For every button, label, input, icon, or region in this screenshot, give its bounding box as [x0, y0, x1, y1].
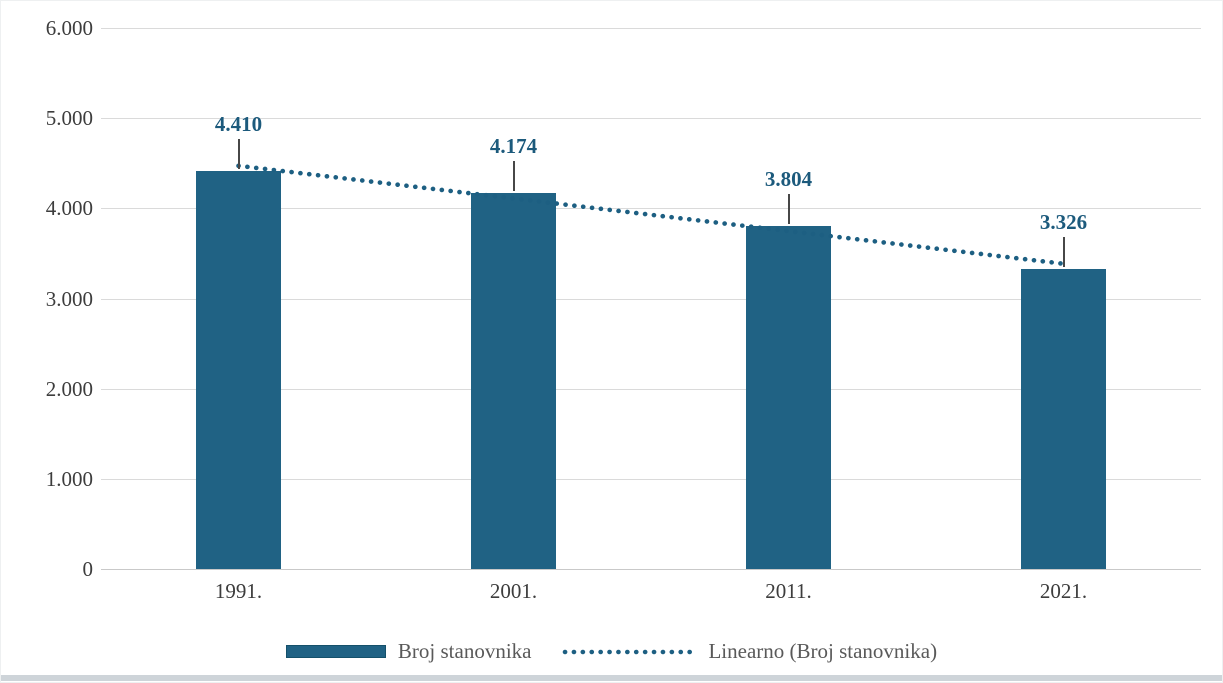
legend: Broj stanovnika Linearno (Broj stanovnik… — [1, 639, 1222, 664]
y-axis-tick-label: 5.000 — [45, 106, 93, 131]
bottom-edge-strip — [1, 675, 1222, 681]
y-axis-tick-label: 6.000 — [45, 16, 93, 40]
bar-2021 — [1021, 269, 1106, 569]
bar-value-label: 4.410 — [214, 112, 263, 137]
bar-2001 — [471, 192, 556, 569]
x-axis-category-label: 2021. — [1039, 579, 1088, 603]
y-axis-tick-label: 0 — [82, 557, 94, 581]
data-label-leader-line — [787, 194, 790, 224]
y-axis-tick-label: 4.000 — [45, 196, 93, 221]
bar-value-label: 4.174 — [489, 133, 538, 158]
x-axis-category-label: 2011. — [765, 579, 812, 603]
gridline — [101, 478, 1201, 480]
y-axis-tick-label: 2.000 — [45, 376, 93, 401]
legend-label-linearno: Linearno (Broj stanovnika) — [708, 639, 938, 663]
legend-label-broj-stanovnika: Broj stanovnika — [397, 639, 532, 663]
legend-bar-swatch — [285, 645, 386, 658]
bar-value-label: 3.326 — [1039, 210, 1088, 235]
legend-trendline-swatch — [563, 649, 695, 654]
gridline — [101, 118, 1201, 120]
data-label-leader-line — [237, 139, 240, 170]
y-axis-tick-label: 3.000 — [45, 286, 93, 311]
gridline — [101, 388, 1201, 390]
bar-2011 — [746, 226, 831, 569]
data-label-leader-line — [512, 160, 515, 191]
x-axis-line — [101, 569, 1201, 570]
y-axis-tick-label: 1.000 — [45, 466, 93, 491]
x-axis-category-label: 1991. — [214, 579, 263, 603]
legend-entry-linearno: Linearno (Broj stanovnika) — [561, 639, 937, 664]
x-axis-category-label: 2001. — [489, 579, 538, 603]
data-label-leader-line — [1062, 237, 1065, 268]
bar-1991 — [196, 171, 281, 569]
gridline — [101, 28, 1201, 29]
bar-value-label: 3.804 — [764, 167, 813, 191]
gridline — [101, 298, 1201, 300]
legend-entry-broj-stanovnika: Broj stanovnika — [285, 639, 532, 664]
